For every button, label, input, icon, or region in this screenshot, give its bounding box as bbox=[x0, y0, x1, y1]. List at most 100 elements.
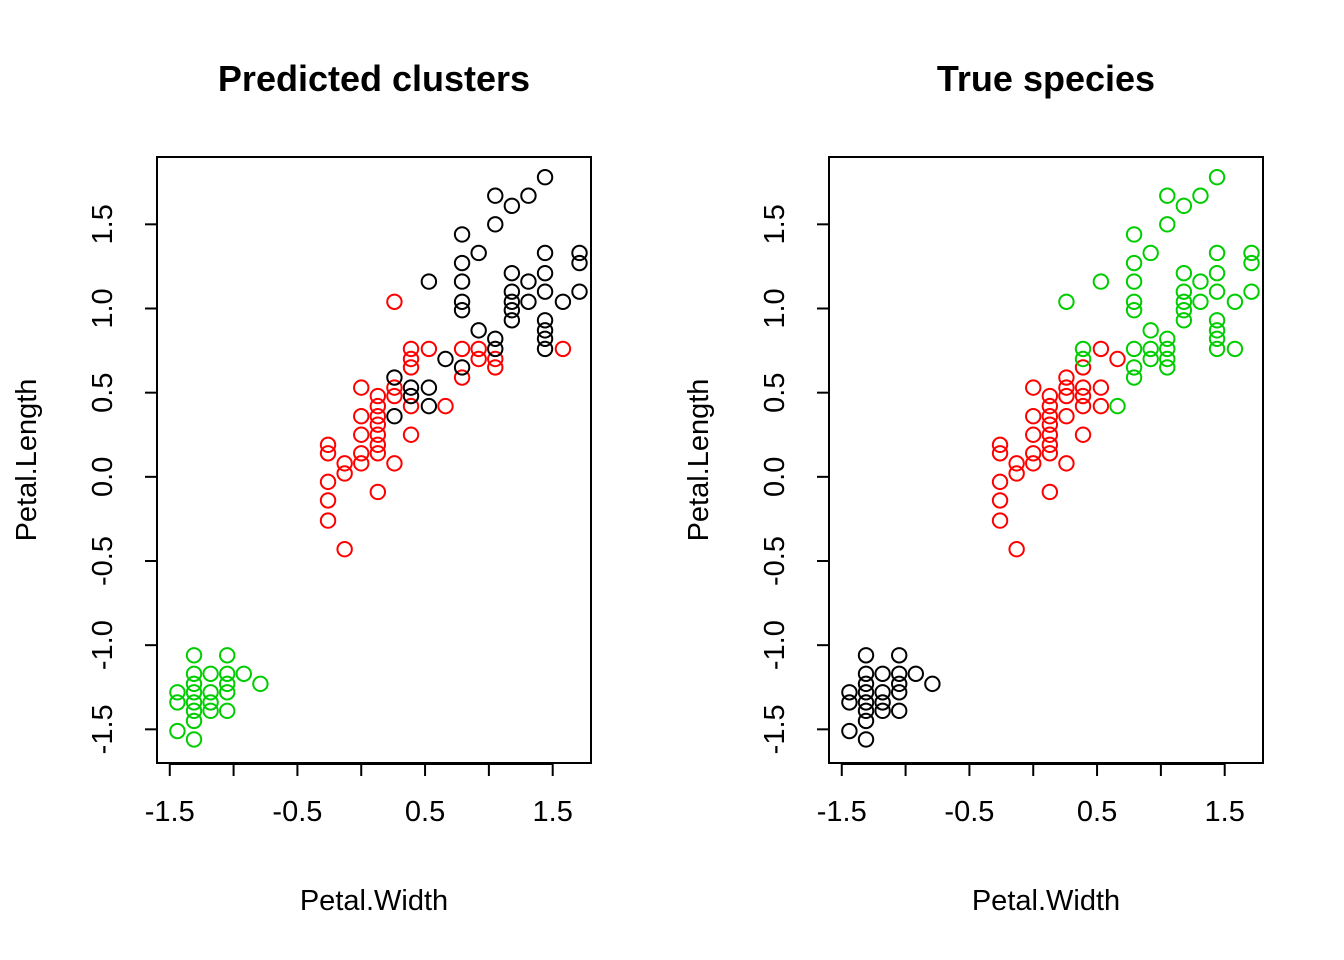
data-point bbox=[369, 387, 387, 405]
y-tick-label: -1.0 bbox=[759, 620, 791, 670]
data-point bbox=[1092, 340, 1110, 358]
data-point bbox=[1025, 379, 1042, 396]
data-point bbox=[536, 264, 554, 282]
data-point bbox=[991, 473, 1009, 491]
x-tick-label: 0.5 bbox=[405, 796, 445, 828]
data-point bbox=[252, 675, 269, 693]
data-point bbox=[891, 665, 908, 682]
data-point bbox=[420, 340, 438, 358]
data-point bbox=[369, 483, 387, 501]
y-tick-label: -1.5 bbox=[759, 704, 791, 754]
data-point bbox=[1058, 408, 1075, 425]
data-point bbox=[1208, 283, 1226, 300]
data-point bbox=[891, 684, 908, 701]
data-point bbox=[1208, 330, 1226, 347]
data-point bbox=[1142, 322, 1159, 339]
data-point bbox=[369, 408, 387, 425]
data-point bbox=[453, 226, 471, 243]
y-tick-label: 0.0 bbox=[87, 457, 119, 497]
data-point bbox=[453, 369, 471, 386]
x-axis: -1.5 -0.5 0.5 1.5 bbox=[817, 763, 1245, 828]
data-point bbox=[1175, 301, 1193, 319]
data-point bbox=[991, 445, 1009, 462]
data-point bbox=[487, 340, 504, 358]
data-point bbox=[369, 397, 387, 415]
data-point bbox=[1208, 244, 1226, 262]
data-point bbox=[1008, 455, 1025, 472]
data-point bbox=[386, 408, 403, 425]
y-tick-label: 0.5 bbox=[759, 373, 791, 413]
data-point bbox=[857, 684, 875, 701]
data-point bbox=[536, 244, 554, 262]
panel-predicted-clusters: Predicted clusters -1.5 -0.5 0.5 1.5 -1.5-1… bbox=[11, 58, 592, 917]
data-point bbox=[369, 436, 387, 454]
data-point bbox=[1142, 340, 1159, 358]
data-point bbox=[891, 675, 908, 693]
data-point bbox=[1041, 445, 1059, 462]
data-point bbox=[1092, 397, 1110, 415]
data-point bbox=[1074, 426, 1092, 443]
data-point bbox=[1208, 312, 1226, 329]
data-point bbox=[1058, 369, 1075, 386]
data-point bbox=[1041, 387, 1059, 405]
data-point bbox=[402, 379, 420, 396]
data-point bbox=[1025, 445, 1042, 462]
data-point bbox=[1243, 244, 1260, 262]
data-point bbox=[202, 684, 219, 701]
data-point bbox=[1243, 283, 1260, 300]
data-point bbox=[554, 340, 572, 358]
data-point bbox=[1175, 312, 1193, 329]
data-point bbox=[520, 187, 537, 204]
data-point bbox=[453, 293, 471, 310]
data-point bbox=[470, 350, 487, 368]
data-point bbox=[991, 436, 1009, 454]
x-tick-label: -1.5 bbox=[817, 796, 867, 828]
x-tick-label: 0.5 bbox=[1077, 796, 1117, 828]
data-point bbox=[487, 216, 504, 233]
data-point bbox=[891, 702, 908, 720]
data-point bbox=[874, 665, 891, 682]
data-point bbox=[571, 254, 588, 272]
data-point bbox=[1041, 483, 1059, 501]
data-point bbox=[453, 359, 471, 376]
data-point bbox=[1125, 273, 1143, 290]
data-point bbox=[1159, 187, 1176, 204]
data-point bbox=[1125, 301, 1143, 319]
data-point bbox=[437, 350, 454, 368]
y-tick-label: 1.5 bbox=[87, 204, 119, 244]
y-tick-label: 1.5 bbox=[759, 204, 791, 244]
data-point bbox=[402, 340, 420, 358]
data-point bbox=[369, 416, 387, 433]
data-point bbox=[1142, 244, 1159, 262]
data-point bbox=[1092, 379, 1110, 396]
data-point bbox=[1058, 293, 1075, 310]
data-point bbox=[185, 712, 203, 730]
data-point bbox=[1041, 416, 1059, 433]
data-point bbox=[1175, 293, 1193, 310]
data-point bbox=[402, 350, 420, 368]
data-point bbox=[219, 647, 236, 664]
data-point bbox=[1025, 426, 1042, 443]
data-point bbox=[1041, 408, 1059, 425]
data-point bbox=[857, 712, 875, 730]
data-point bbox=[420, 273, 438, 290]
data-point bbox=[841, 684, 858, 701]
data-point bbox=[319, 445, 337, 462]
data-point bbox=[420, 379, 438, 396]
data-point bbox=[487, 187, 504, 204]
data-point bbox=[402, 397, 420, 415]
data-point bbox=[1175, 197, 1193, 215]
data-point bbox=[841, 722, 858, 740]
data-point bbox=[319, 473, 337, 491]
data-point bbox=[402, 359, 420, 376]
data-point bbox=[1192, 293, 1209, 310]
data-point bbox=[857, 702, 875, 720]
data-point bbox=[1125, 369, 1143, 386]
data-point bbox=[503, 283, 521, 300]
data-point bbox=[202, 694, 219, 711]
data-point bbox=[185, 647, 203, 664]
data-point bbox=[386, 387, 403, 405]
data-point bbox=[1041, 397, 1059, 415]
data-point bbox=[874, 694, 891, 711]
